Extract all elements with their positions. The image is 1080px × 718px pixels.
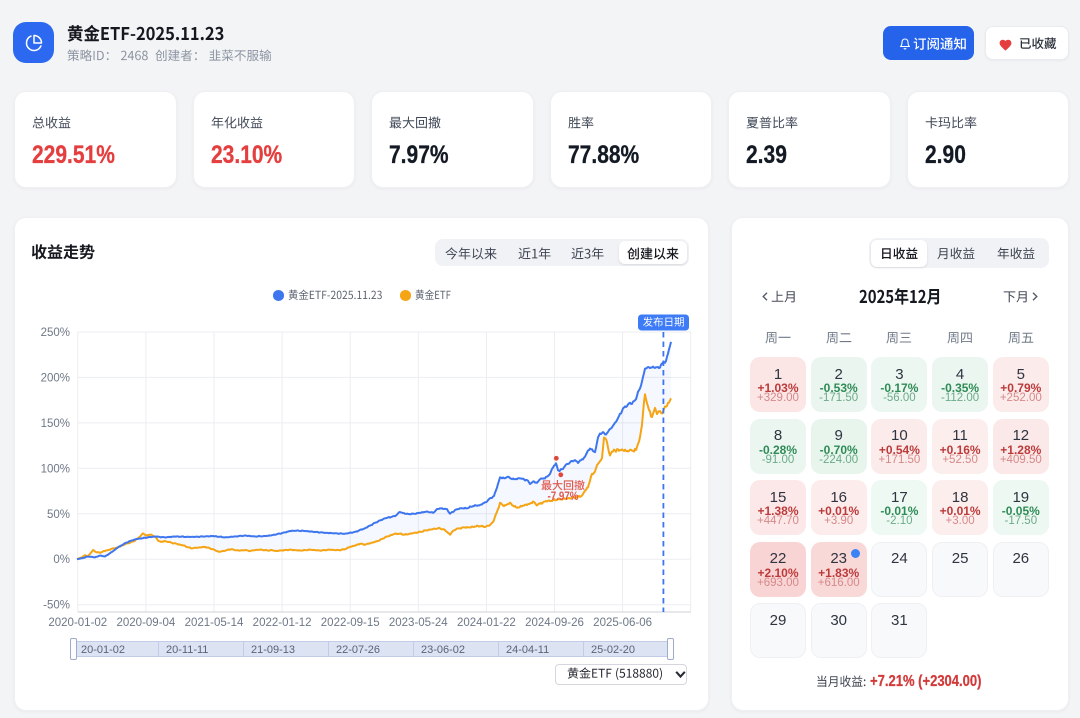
svg-text:2021-05-14: 2021-05-14 <box>185 617 244 629</box>
svg-text:250%: 250% <box>41 327 70 339</box>
svg-text:200%: 200% <box>41 372 70 384</box>
svg-text:2020-01-02: 2020-01-02 <box>48 617 107 629</box>
svg-text:2025-06-06: 2025-06-06 <box>593 617 652 629</box>
svg-text:2024-09-26: 2024-09-26 <box>525 617 584 629</box>
svg-text:150%: 150% <box>41 418 70 430</box>
svg-text:0%: 0% <box>53 554 70 566</box>
svg-text:50%: 50% <box>47 509 70 521</box>
svg-text:-7.97%: -7.97% <box>548 491 579 503</box>
svg-text:2022-01-12: 2022-01-12 <box>253 617 312 629</box>
svg-text:2022-09-15: 2022-09-15 <box>321 617 380 629</box>
svg-text:100%: 100% <box>41 463 70 475</box>
svg-text:-50%: -50% <box>43 600 70 612</box>
svg-text:2020-09-04: 2020-09-04 <box>116 617 175 629</box>
svg-text:2023-05-24: 2023-05-24 <box>389 617 448 629</box>
svg-text:2024-01-22: 2024-01-22 <box>457 617 516 629</box>
